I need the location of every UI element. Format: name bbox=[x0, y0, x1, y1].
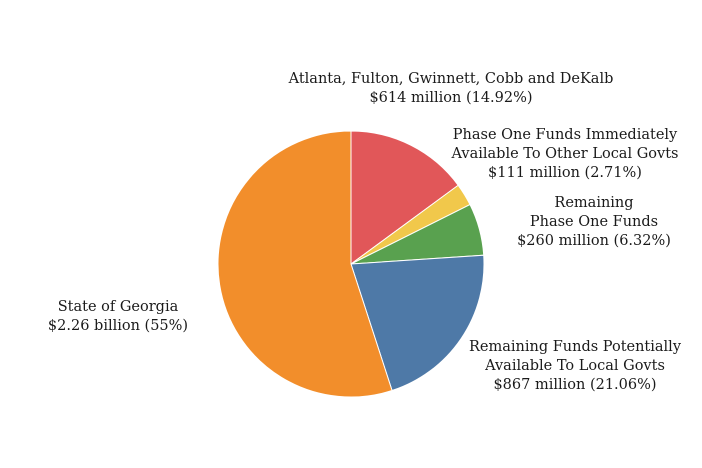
label-phase-one-immediate: Phase One Funds Immediately Available To… bbox=[452, 126, 679, 183]
label-state-of-georgia-line-1: State of Georgia bbox=[57, 299, 179, 315]
label-remaining-funds-local-line-3: $867 million (21.06%) bbox=[493, 377, 657, 393]
label-remaining-phase-one-line-3: $260 million (6.32%) bbox=[517, 233, 671, 249]
label-state-of-georgia-line-2: $2.26 billion (55%) bbox=[47, 318, 189, 334]
label-phase-one-immediate-line-3: $111 million (2.71%) bbox=[488, 165, 642, 181]
label-atlanta-metro-line-1: Atlanta, Fulton, Gwinnett, Cobb and DeKa… bbox=[288, 71, 614, 87]
label-remaining-phase-one: Remaining Phase One Funds $260 million (… bbox=[517, 194, 671, 251]
label-remaining-funds-local: Remaining Funds Potentially Available To… bbox=[469, 338, 681, 395]
label-phase-one-immediate-line-1: Phase One Funds Immediately bbox=[452, 127, 678, 143]
label-atlanta-metro: Atlanta, Fulton, Gwinnett, Cobb and DeKa… bbox=[289, 70, 614, 108]
slice-state-of-georgia bbox=[217, 130, 393, 398]
label-remaining-phase-one-line-2: Phase One Funds bbox=[529, 214, 659, 230]
label-remaining-phase-one-line-1: Remaining bbox=[554, 195, 634, 211]
slice-remaining-funds-local bbox=[350, 254, 485, 392]
label-remaining-funds-local-line-1: Remaining Funds Potentially bbox=[468, 339, 682, 355]
label-remaining-funds-local-line-2: Available To Local Govts bbox=[485, 358, 665, 374]
label-state-of-georgia: State of Georgia $2.26 billion (55%) bbox=[48, 298, 188, 336]
label-phase-one-immediate-line-2: Available To Other Local Govts bbox=[451, 146, 679, 162]
label-atlanta-metro-line-2: $614 million (14.92%) bbox=[369, 90, 533, 106]
slice-atlanta-metro bbox=[350, 130, 459, 265]
